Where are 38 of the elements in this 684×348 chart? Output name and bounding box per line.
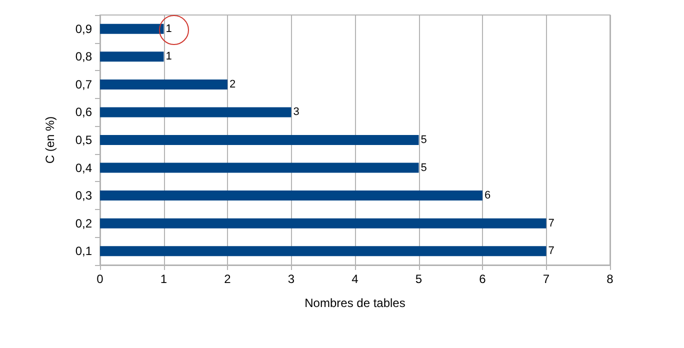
bar <box>100 190 482 201</box>
y-tick-label: 0,8 <box>75 50 92 64</box>
bar <box>100 218 546 228</box>
x-axis-title: Nombres de tables <box>304 296 406 310</box>
x-tick-label: 4 <box>352 272 359 286</box>
y-axis-title: C (en %) <box>43 116 57 164</box>
y-tick-label: 0,5 <box>75 133 92 147</box>
x-tick-label: 0 <box>96 272 104 286</box>
y-tick-label: 0,1 <box>75 244 92 258</box>
data-label: 3 <box>293 106 300 118</box>
y-tick-label: 0,7 <box>75 77 92 92</box>
x-tick-label: 7 <box>542 272 550 286</box>
bar <box>100 135 419 145</box>
y-tick-label: 0,4 <box>75 160 92 175</box>
data-label: 7 <box>548 245 554 258</box>
y-tick-label: 0,3 <box>75 188 92 203</box>
x-tick-label: 8 <box>606 272 614 286</box>
y-tick-label: 0,2 <box>75 216 92 230</box>
bar <box>100 107 292 118</box>
bar <box>100 246 546 256</box>
bar <box>100 79 228 90</box>
y-tick-label: 0,9 <box>75 22 92 36</box>
bar <box>100 162 419 173</box>
x-tick-label: 3 <box>288 272 295 286</box>
x-tick-label: 6 <box>479 272 486 286</box>
data-label: 5 <box>420 134 427 146</box>
data-label: 2 <box>230 78 236 90</box>
data-label: 5 <box>420 162 427 174</box>
x-tick-label: 5 <box>415 272 422 286</box>
data-label: 1 <box>166 22 172 35</box>
bar <box>100 24 164 34</box>
y-tick-label: 0,6 <box>75 105 92 120</box>
bar <box>100 52 164 62</box>
data-label: 1 <box>166 50 172 63</box>
data-label: 7 <box>548 217 554 230</box>
x-tick-label: 1 <box>160 272 168 286</box>
x-tick-label: 2 <box>224 272 232 286</box>
data-label: 6 <box>484 190 491 202</box>
